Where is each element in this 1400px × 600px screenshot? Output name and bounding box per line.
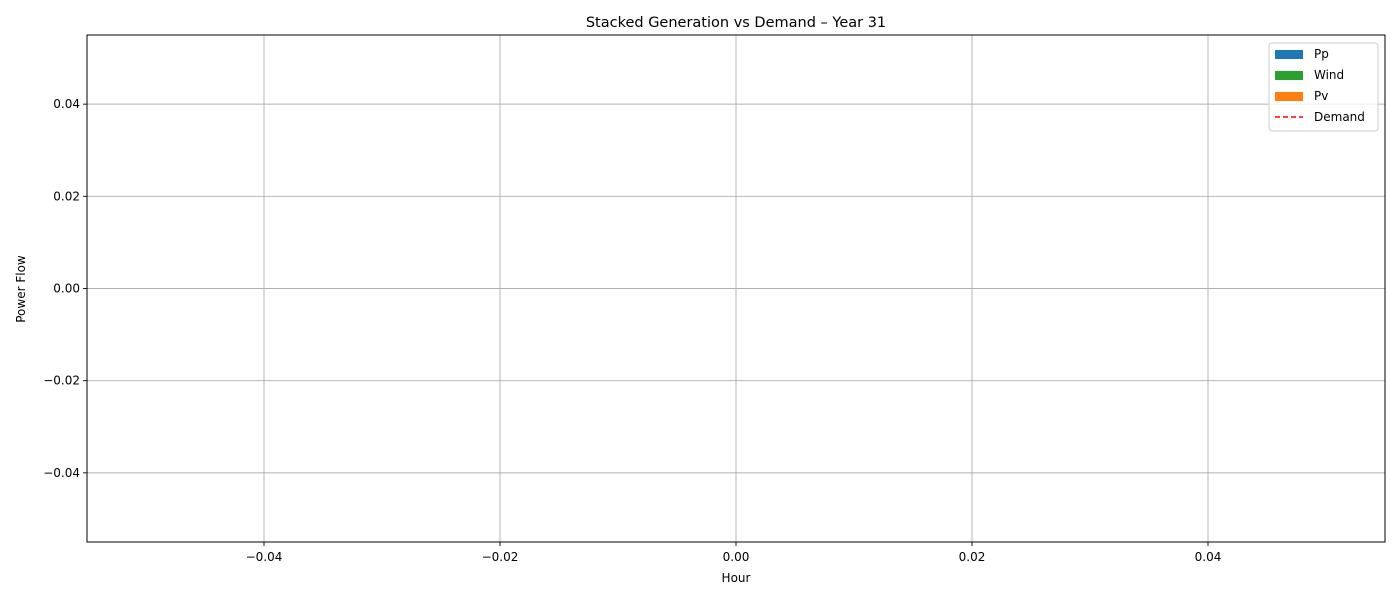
y-tick-label: 0.02	[53, 189, 80, 203]
y-tick-label: −0.04	[43, 466, 80, 480]
x-tick-label: −0.04	[246, 550, 283, 564]
y-axis: 0.04 0.02 0.00 −0.02 −0.04	[43, 97, 87, 480]
legend-label-pp: Pp	[1314, 47, 1329, 61]
legend: Pp Wind Pv Demand	[1268, 42, 1379, 132]
legend-swatch-pv	[1275, 92, 1303, 101]
y-tick-label: −0.02	[43, 374, 80, 388]
x-tick-label: 0.04	[1195, 550, 1222, 564]
y-tick-label: 0.00	[53, 282, 80, 296]
x-tick-label: 0.00	[723, 550, 750, 564]
x-axis: −0.04 −0.02 0.00 0.02 0.04	[246, 542, 1222, 564]
x-tick-label: 0.02	[959, 550, 986, 564]
legend-items: Pp Wind Pv Demand	[1275, 47, 1365, 124]
y-axis-label: Power Flow	[14, 255, 28, 323]
x-tick-label: −0.02	[482, 550, 519, 564]
legend-box	[1268, 42, 1379, 132]
legend-swatch-wind	[1275, 71, 1303, 80]
chart-title: Stacked Generation vs Demand – Year 31	[586, 15, 886, 31]
grid-layer	[87, 35, 1385, 542]
legend-swatch-pp	[1275, 50, 1303, 59]
legend-label-demand: Demand	[1314, 110, 1365, 124]
legend-label-pv: Pv	[1314, 89, 1328, 103]
y-tick-label: 0.04	[53, 97, 80, 111]
legend-label-wind: Wind	[1314, 68, 1344, 82]
x-axis-label: Hour	[722, 571, 751, 585]
